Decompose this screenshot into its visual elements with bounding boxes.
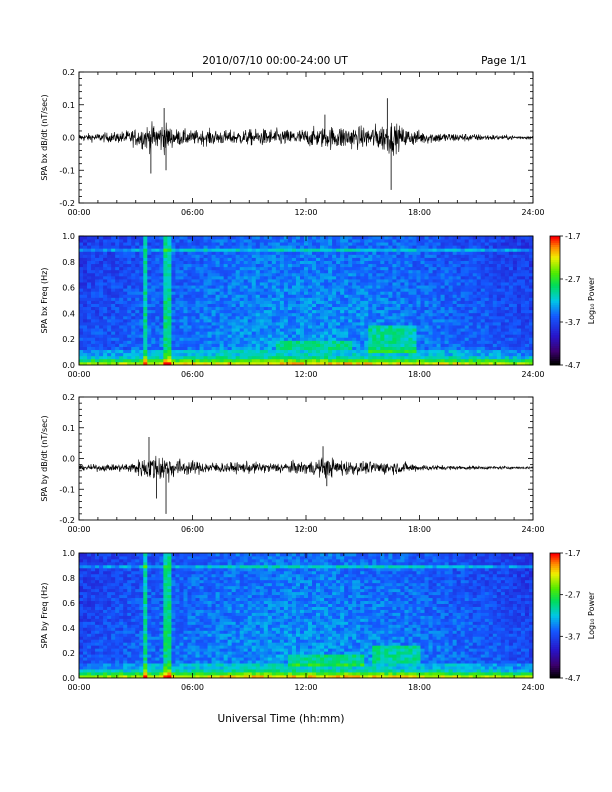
y-tick-label: -0.2 [59, 516, 75, 525]
x-tick-label: 24:00 [521, 525, 544, 534]
panels: 0.2 0.1 0.0 -0.1 -0.2 SPA bx dB/dt (nT/sec) 00… [40, 68, 596, 692]
panel-bx-timeseries: 0.2 0.1 0.0 -0.1 -0.2 SPA bx dB/dt (nT/sec) 00… [40, 68, 545, 217]
colorbar-tick-label: -4.7 [565, 361, 581, 370]
x-tick-label: 18:00 [408, 370, 431, 379]
panel-bx-spectrogram: 1.0 0.8 0.6 0.4 0.2 0.0 SPA bx Freq (Hz) -1.7 -2… [40, 232, 596, 379]
x-tick-label: 00:00 [67, 370, 90, 379]
y-tick-label: -0.2 [59, 199, 75, 208]
y-axis-label: SPA by Freq (Hz) [40, 583, 49, 649]
plot-frame [78, 396, 534, 521]
panel-by-timeseries: 0.2 0.1 0.0 -0.1 -0.2 SPA by dB/dt (nT/sec) 00… [40, 393, 545, 534]
y-tick-label: 0.4 [62, 309, 75, 318]
series-line [78, 455, 534, 483]
y-tick-label: 1.0 [62, 232, 75, 241]
y-tick-label: 0.0 [62, 674, 75, 683]
spectrogram-image [79, 236, 534, 366]
colorbar-tick-label: -2.7 [565, 275, 581, 284]
x-tick-label: 24:00 [521, 683, 544, 692]
y-tick-label: 0.1 [62, 424, 75, 433]
y-tick-label: 0.1 [62, 101, 75, 110]
colorbar-tick-label: -3.7 [565, 318, 581, 327]
x-tick-label: 00:00 [67, 208, 90, 217]
colorbar-label: Log₁₀ Power [587, 591, 596, 639]
colorbar-tick-label: -4.7 [565, 674, 581, 683]
colorbar-tick-label: -2.7 [565, 591, 581, 600]
y-tick-label: 0.0 [62, 361, 75, 370]
spectrogram-image [79, 553, 534, 679]
x-tick-label: 24:00 [521, 208, 544, 217]
x-tick-label: 24:00 [521, 370, 544, 379]
x-tick-label: 06:00 [181, 208, 204, 217]
y-tick-label: 0.8 [62, 258, 75, 267]
y-tick-label: 0.6 [62, 599, 75, 608]
x-tick-label: 06:00 [181, 370, 204, 379]
y-tick-label: 0.4 [62, 624, 75, 633]
x-tick-label: 18:00 [408, 208, 431, 217]
y-axis-label: SPA bx dB/dt (nT/sec) [40, 94, 49, 180]
y-tick-label: 0.2 [62, 649, 75, 658]
x-tick-label: 12:00 [294, 370, 317, 379]
page-number: Page 1/1 [481, 55, 527, 67]
series-line [78, 121, 534, 156]
y-axis-label: SPA by dB/dt (nT/sec) [40, 415, 49, 501]
y-tick-label: 0.0 [62, 134, 75, 143]
y-tick-label: -0.1 [59, 485, 75, 494]
x-tick-label: 12:00 [294, 683, 317, 692]
y-tick-label: 0.6 [62, 284, 75, 293]
y-tick-label: 0.8 [62, 574, 75, 583]
x-tick-label: 18:00 [408, 525, 431, 534]
y-tick-label: 0.2 [62, 68, 75, 77]
y-tick-label: 0.2 [62, 393, 75, 402]
y-tick-label: 1.0 [62, 549, 75, 558]
y-tick-label: 0.0 [62, 455, 75, 464]
x-tick-label: 00:00 [67, 683, 90, 692]
x-tick-label: 12:00 [294, 208, 317, 217]
colorbar: -1.7 -2.7 -3.7 -4.7 Log₁₀ Power [549, 232, 596, 370]
x-tick-label: 06:00 [181, 683, 204, 692]
page-title: 2010/07/10 00:00-24:00 UT [202, 55, 348, 67]
x-tick-label: 12:00 [294, 525, 317, 534]
colorbar-tick-label: -1.7 [565, 232, 581, 241]
y-axis-label: SPA bx Freq (Hz) [40, 268, 49, 334]
x-tick-label: 18:00 [408, 683, 431, 692]
x-tick-label: 00:00 [67, 525, 90, 534]
y-tick-label: 0.2 [62, 335, 75, 344]
x-tick-label: 06:00 [181, 525, 204, 534]
colorbar-tick-label: -1.7 [565, 549, 581, 558]
colorbar-tick-label: -3.7 [565, 632, 581, 641]
panel-by-spectrogram: 1.0 0.8 0.6 0.4 0.2 0.0 SPA by Freq (Hz) -1.7 -2… [40, 549, 596, 692]
x-axis-label: Universal Time (hh:mm) [218, 713, 345, 725]
y-tick-label: -0.1 [59, 166, 75, 175]
colorbar-label: Log₁₀ Power [587, 276, 596, 324]
colorbar: -1.7 -2.7 -3.7 -4.7 Log₁₀ Power [549, 549, 596, 683]
